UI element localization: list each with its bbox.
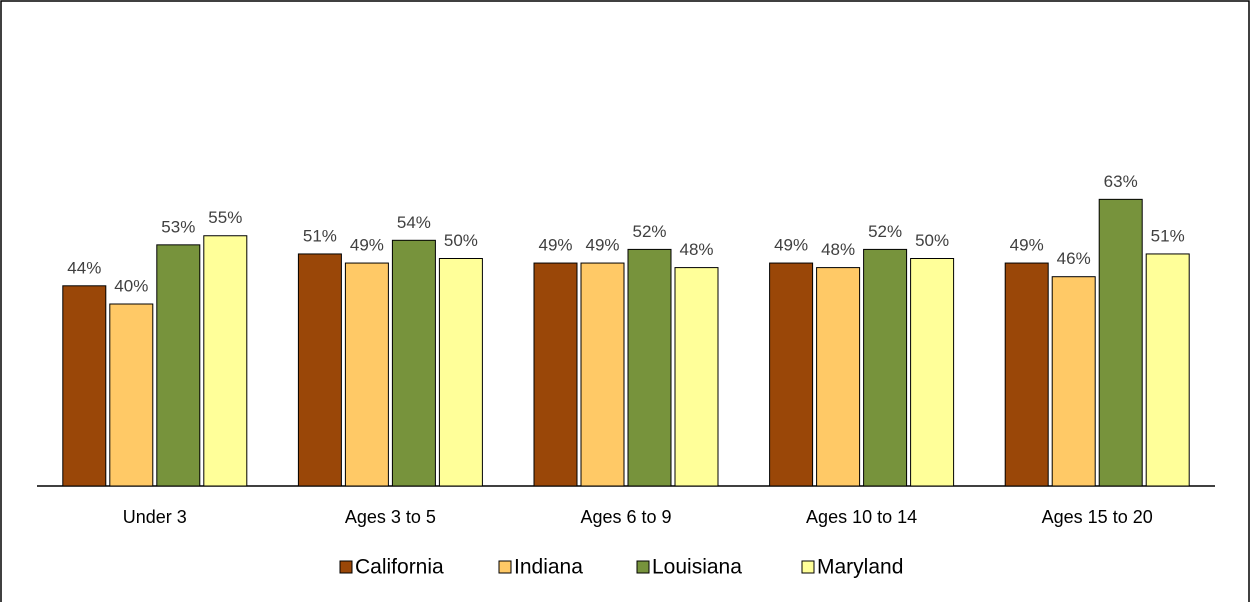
data-label: 40% xyxy=(114,276,148,295)
bar xyxy=(297,253,342,487)
data-label: 49% xyxy=(585,236,619,255)
legend-label: Louisiana xyxy=(652,556,742,579)
x-tick-label: Ages 3 to 5 xyxy=(345,507,436,527)
x-tick-label: Ages 6 to 9 xyxy=(580,507,671,527)
legend-label: California xyxy=(355,556,444,579)
bar xyxy=(62,285,107,487)
bar xyxy=(910,258,955,487)
legend-swatch xyxy=(801,560,815,574)
x-tick-label: Ages 10 to 14 xyxy=(806,507,917,527)
bar xyxy=(1004,262,1049,487)
data-label: 51% xyxy=(1151,226,1185,245)
bar xyxy=(203,235,248,487)
data-label: 55% xyxy=(208,208,242,227)
data-label: 48% xyxy=(821,240,855,259)
legend-swatch xyxy=(498,560,512,574)
data-label: 51% xyxy=(303,226,337,245)
legend-swatch xyxy=(636,560,650,574)
legend-label: Indiana xyxy=(514,556,583,579)
bar xyxy=(627,248,672,487)
bar xyxy=(391,239,436,487)
data-label: 49% xyxy=(774,236,808,255)
bar xyxy=(816,267,861,487)
data-label: 54% xyxy=(397,213,431,232)
data-label: 50% xyxy=(915,231,949,250)
bar xyxy=(344,262,389,487)
bar xyxy=(863,248,908,487)
bar xyxy=(438,258,483,487)
data-label: 49% xyxy=(538,236,572,255)
bar xyxy=(580,262,625,487)
bar xyxy=(1051,276,1096,487)
bar xyxy=(533,262,578,487)
bar xyxy=(109,303,154,487)
data-label: 50% xyxy=(444,231,478,250)
data-label: 49% xyxy=(1010,236,1044,255)
data-label: 52% xyxy=(632,222,666,241)
data-label: 49% xyxy=(350,236,384,255)
data-label: 63% xyxy=(1104,172,1138,191)
bar xyxy=(1098,198,1143,487)
bar xyxy=(674,267,719,487)
bar xyxy=(769,262,814,487)
data-label: 44% xyxy=(67,258,101,277)
data-label: 48% xyxy=(679,240,713,259)
data-label: 52% xyxy=(868,222,902,241)
x-tick-label: Under 3 xyxy=(123,507,187,527)
legend-swatch xyxy=(339,560,353,574)
bar xyxy=(156,244,201,487)
legend-label: Maryland xyxy=(817,556,903,579)
x-tick-label: Ages 15 to 20 xyxy=(1042,507,1153,527)
data-label: 46% xyxy=(1057,249,1091,268)
bar xyxy=(1145,253,1190,487)
data-label: 53% xyxy=(161,217,195,236)
